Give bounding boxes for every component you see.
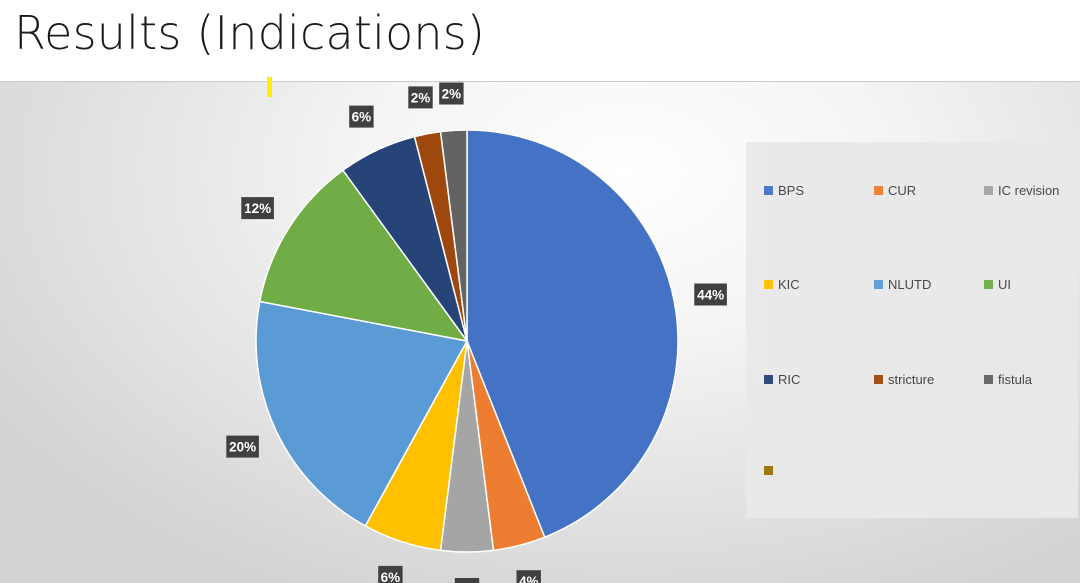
legend-item-cur: CUR (874, 183, 916, 198)
data-label-text: 20% (229, 440, 256, 455)
legend-swatch (874, 186, 883, 195)
legend-swatch (874, 280, 883, 289)
data-label-box (378, 565, 403, 583)
legend-label: UI (998, 277, 1011, 292)
legend-item-bps: BPS (764, 183, 804, 198)
legend-swatch (984, 280, 993, 289)
legend-label: stricture (888, 372, 935, 387)
pie-slice-fistula (439, 129, 468, 342)
data-label-box (226, 435, 259, 458)
legend-item-blank (764, 466, 778, 475)
data-label-text: 12% (244, 201, 271, 216)
legend-label: RIC (778, 372, 801, 387)
data-label-box (349, 105, 374, 128)
legend-swatch (764, 466, 773, 475)
data-label-text: 4% (519, 574, 539, 583)
data-label-stricture: 2% (408, 86, 433, 109)
data-label-text: 2% (442, 87, 462, 102)
legend-swatch (984, 375, 993, 384)
chart-legend: BPS CUR IC revision KIC NLUTD UI RIC stricture f… (746, 142, 1078, 518)
data-label-text: 44% (697, 288, 724, 303)
data-label-text: 2% (411, 90, 431, 105)
data-label-text: 6% (381, 570, 401, 583)
data-label-box (454, 578, 480, 583)
data-label-ui: 12% (241, 197, 274, 220)
data-label-kic: 6% (378, 565, 403, 583)
legend-swatch (764, 186, 773, 195)
data-label-ic-revision: 4% (454, 578, 480, 583)
legend-item-kic: KIC (764, 277, 800, 292)
legend-swatch (764, 375, 773, 384)
legend-item-nlutd: NLUTD (874, 277, 931, 292)
legend-item-stricture: stricture (874, 372, 934, 387)
legend-label: KIC (778, 277, 800, 292)
data-label-nlutd: 20% (226, 435, 259, 458)
pie-chart: 44% 4% 4% 6% 20% 12% 6% 2% 2% (226, 82, 727, 583)
title-divider (0, 81, 1080, 82)
legend-item-fistula: fistula (984, 372, 1032, 387)
pie-slices (255, 129, 679, 553)
data-label-box (694, 283, 727, 306)
slide-title: Results (Indications) (14, 6, 486, 60)
legend-swatch (874, 375, 883, 384)
data-label-box (241, 197, 274, 220)
data-label-text: 6% (352, 110, 372, 125)
legend-swatch (764, 280, 773, 289)
pie-slice-bps (466, 129, 679, 539)
data-label-box (516, 570, 541, 583)
legend-swatch (984, 186, 993, 195)
pie-data-labels: 44% 4% 4% 6% 20% 12% 6% 2% 2% (226, 82, 727, 583)
legend-item-ui: UI (984, 277, 1011, 292)
legend-item-ric: RIC (764, 372, 800, 387)
data-label-cur: 4% (516, 570, 541, 583)
data-label-box (408, 86, 433, 109)
text-cursor-marker (267, 77, 272, 97)
data-label-fistula: 2% (439, 82, 464, 105)
data-label-box (439, 82, 464, 105)
chart-area: 44% 4% 4% 6% 20% 12% 6% 2% 2% BPS CUR IC revision K… (0, 82, 1080, 583)
data-label-bps: 44% (694, 283, 727, 306)
pie-slice-nlutd (255, 300, 469, 527)
pie-slice-ui (258, 169, 469, 343)
data-label-ric: 6% (349, 105, 374, 128)
legend-label: NLUTD (888, 277, 932, 292)
legend-label: IC revision (998, 183, 1060, 198)
legend-label: BPS (778, 183, 805, 198)
legend-label: CUR (888, 183, 917, 198)
legend-label: fistula (998, 372, 1032, 387)
legend-item-ic-revision: IC revision (984, 183, 1059, 198)
